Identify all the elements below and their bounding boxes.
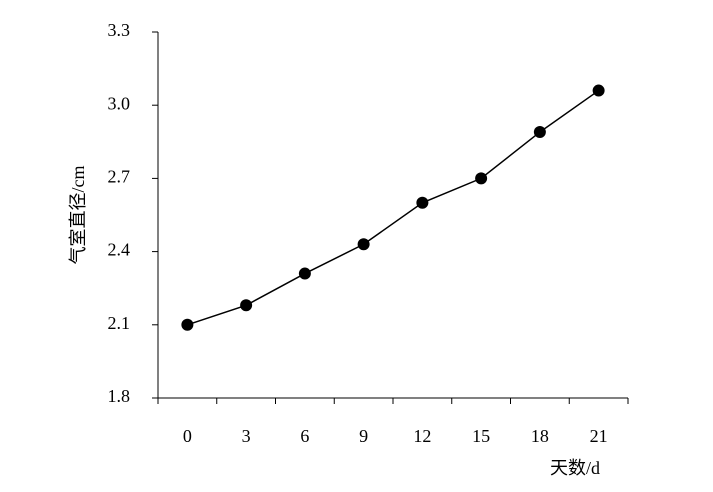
x-tick-label: 21 [590,426,608,446]
y-tick-label: 2.1 [108,313,131,333]
x-axis-label: 天数/d [550,458,600,478]
x-tick-label: 9 [359,426,368,446]
data-point [357,238,370,251]
data-point [416,196,429,209]
x-tick-label: 15 [472,426,490,446]
data-point [181,318,194,331]
series-line [187,89,600,326]
y-tick-label: 2.7 [108,167,131,187]
data-point [592,84,605,97]
data-point [240,299,253,312]
x-tick-label: 18 [531,426,549,446]
x-tick-label: 0 [183,426,192,446]
data-point [533,126,546,139]
y-tick-label: 3.0 [108,93,131,113]
y-axis-label: 气室直径/cm [68,166,88,265]
y-tick-label: 2.4 [108,240,131,260]
y-tick-label: 1.8 [108,386,131,406]
data-point [298,267,311,280]
x-tick-label: 12 [413,426,431,446]
x-tick-label: 6 [300,426,309,446]
x-tick-label: 3 [242,426,251,446]
y-tick-label: 3.3 [108,20,131,40]
data-point [475,172,488,185]
